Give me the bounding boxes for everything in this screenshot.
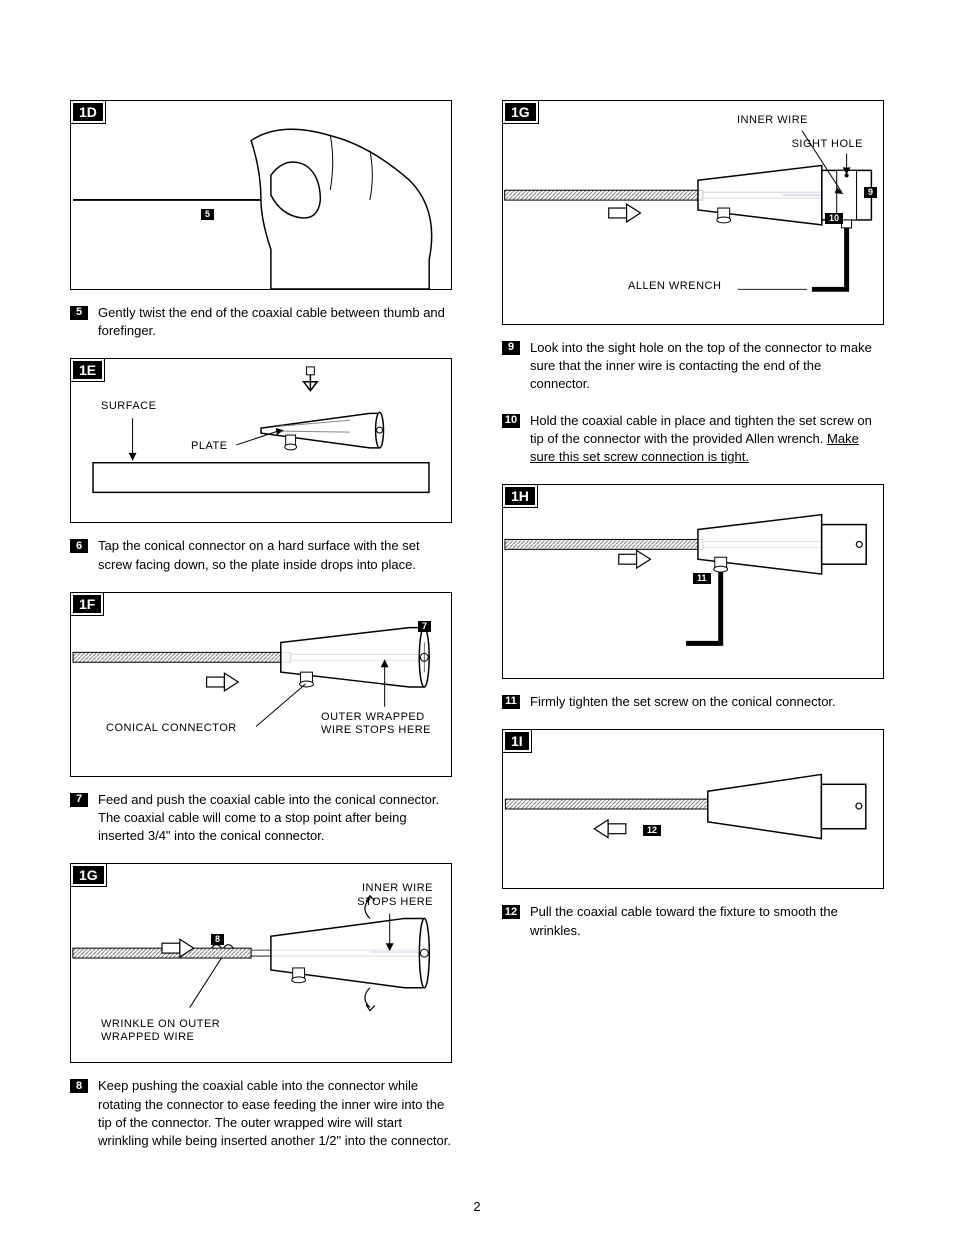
callout-8: 8 (211, 934, 224, 945)
step-text: Gently twist the end of the coaxial cabl… (98, 304, 452, 340)
annot-inner-text: INNER WIRE STOPS HERE (357, 882, 433, 907)
callout-7: 7 (418, 621, 431, 632)
annot-inner: INNER WIRE STOPS HERE (357, 882, 433, 908)
figure-1e: 1E (70, 358, 452, 523)
annot-surface: SURFACE (101, 399, 156, 414)
callout-9: 9 (864, 187, 877, 198)
figure-1d-svg (71, 101, 451, 289)
step-num: 6 (70, 539, 88, 553)
step-text: Firmly tighten the set screw on the coni… (530, 693, 836, 711)
step-num: 9 (502, 341, 520, 355)
figure-label: 1I (503, 730, 531, 752)
callout-5: 5 (201, 209, 214, 220)
figure-1d: 1D 5 (70, 100, 452, 290)
right-column: 1G (502, 100, 884, 1168)
step-text: Tap the conical connector on a hard surf… (98, 537, 452, 573)
figure-label: 1G (71, 864, 106, 886)
figure-1i-svg (503, 730, 883, 888)
step-text: Look into the sight hole on the top of t… (530, 339, 884, 394)
annot-wrinkle-text: WRINKLE ON OUTER WRAPPED WIRE (101, 1018, 220, 1043)
step-num: 12 (502, 905, 520, 919)
annot-conical: CONICAL CONNECTOR (106, 721, 237, 736)
figure-1g1: 1G (70, 863, 452, 1063)
figure-1f-svg (71, 593, 451, 776)
step-9: 9 Look into the sight hole on the top of… (502, 339, 884, 394)
figure-label: 1E (71, 359, 104, 381)
figure-1i: 1I 12 (502, 729, 884, 889)
annot-outer-text: OUTER WRAPPED WIRE STOPS HERE (321, 711, 431, 736)
annot-allen: ALLEN WRENCH (628, 279, 721, 294)
figure-1f: 1F (70, 592, 452, 777)
callout-10: 10 (825, 213, 843, 224)
step-text: Pull the coaxial cable toward the fixtur… (530, 903, 884, 939)
page-number: 2 (70, 1198, 884, 1216)
step-text: Feed and push the coaxial cable into the… (98, 791, 452, 846)
annot-wrinkle: WRINKLE ON OUTER WRAPPED WIRE (101, 1018, 220, 1044)
step-5: 5 Gently twist the end of the coaxial ca… (70, 304, 452, 340)
callout-12: 12 (643, 825, 661, 836)
figure-label: 1D (71, 101, 105, 123)
step-num: 8 (70, 1079, 88, 1093)
step-text-pre: Hold the coaxial cable in place and tigh… (530, 413, 872, 446)
figure-1h: 1H 11 (502, 484, 884, 679)
step-8: 8 Keep pushing the coaxial cable into th… (70, 1077, 452, 1150)
step-num: 5 (70, 306, 88, 320)
annot-plate: PLATE (191, 439, 228, 454)
figure-label: 1G (503, 101, 538, 123)
figure-1g2: 1G (502, 100, 884, 325)
figure-label: 1F (71, 593, 103, 615)
figure-1e-svg (71, 359, 451, 522)
annot-sight: SIGHT HOLE (792, 137, 863, 152)
step-text: Hold the coaxial cable in place and tigh… (530, 412, 884, 467)
left-column: 1D 5 5 Gently twist the end of the coaxi… (70, 100, 452, 1168)
step-6: 6 Tap the conical connector on a hard su… (70, 537, 452, 573)
annot-inner-wire: INNER WIRE (737, 113, 808, 128)
step-11: 11 Firmly tighten the set screw on the c… (502, 693, 884, 711)
page: 1D 5 5 Gently twist the end of the coaxi… (70, 100, 884, 1168)
step-num: 10 (502, 414, 520, 428)
step-text: Keep pushing the coaxial cable into the … (98, 1077, 452, 1150)
callout-11: 11 (693, 573, 711, 584)
step-num: 7 (70, 793, 88, 807)
step-12: 12 Pull the coaxial cable toward the fix… (502, 903, 884, 939)
step-7: 7 Feed and push the coaxial cable into t… (70, 791, 452, 846)
annot-outer: OUTER WRAPPED WIRE STOPS HERE (321, 711, 431, 737)
step-10: 10 Hold the coaxial cable in place and t… (502, 412, 884, 467)
step-num: 11 (502, 695, 520, 709)
figure-label: 1H (503, 485, 537, 507)
